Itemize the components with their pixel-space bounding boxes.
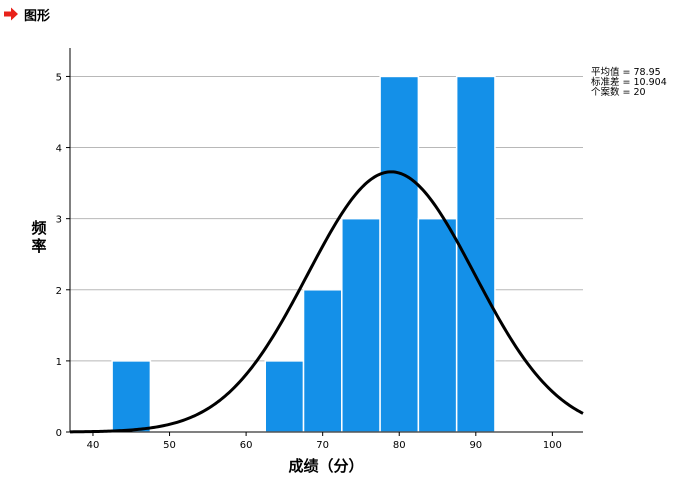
- histogram-bar: [341, 217, 381, 433]
- y-axis-label-part-2: 率: [31, 237, 46, 255]
- y-tick-labels: 0 1 2 3 4 5: [56, 72, 70, 439]
- x-tick-label: 70: [316, 440, 329, 451]
- stats-legend-line: 平均值 = 78.95: [591, 66, 661, 78]
- y-tick-label: 4: [56, 144, 62, 155]
- y-tick-label: 3: [56, 215, 62, 226]
- red-arrow-icon: [4, 7, 18, 21]
- x-tick-label: 60: [240, 440, 253, 451]
- x-tick-label: 100: [543, 440, 562, 451]
- histogram-bar: [379, 75, 420, 433]
- histogram-bar: [264, 360, 305, 433]
- axes: [69, 48, 583, 433]
- histogram-bar: [111, 360, 152, 433]
- x-tick-labels: 40 50 60 70 80 90 100: [87, 432, 562, 451]
- histogram-bar: [417, 217, 458, 433]
- section-header[interactable]: 图形: [3, 5, 51, 24]
- y-tick-label: 2: [56, 286, 62, 297]
- histogram-bars: [111, 75, 496, 433]
- y-tick-label: 0: [56, 428, 62, 439]
- x-tick-label: 50: [163, 440, 176, 451]
- x-tick-label: 90: [469, 440, 482, 451]
- x-tick-label: 80: [393, 440, 406, 451]
- normal-curve: [69, 170, 584, 434]
- x-tick-label: 40: [87, 440, 100, 451]
- y-tick-label: 1: [56, 357, 62, 368]
- y-axis-label-part-1: 频: [31, 219, 46, 237]
- histogram-bar: [302, 289, 343, 433]
- y-tick-label: 5: [56, 72, 62, 83]
- x-axis-label: 成绩（分）: [288, 457, 363, 475]
- stats-legend-line: 标准差 = 10.904: [591, 76, 667, 88]
- stats-legend-line: 个案数 = 20: [591, 86, 646, 98]
- histogram-bar: [455, 75, 496, 433]
- section-title: 图形: [24, 8, 51, 24]
